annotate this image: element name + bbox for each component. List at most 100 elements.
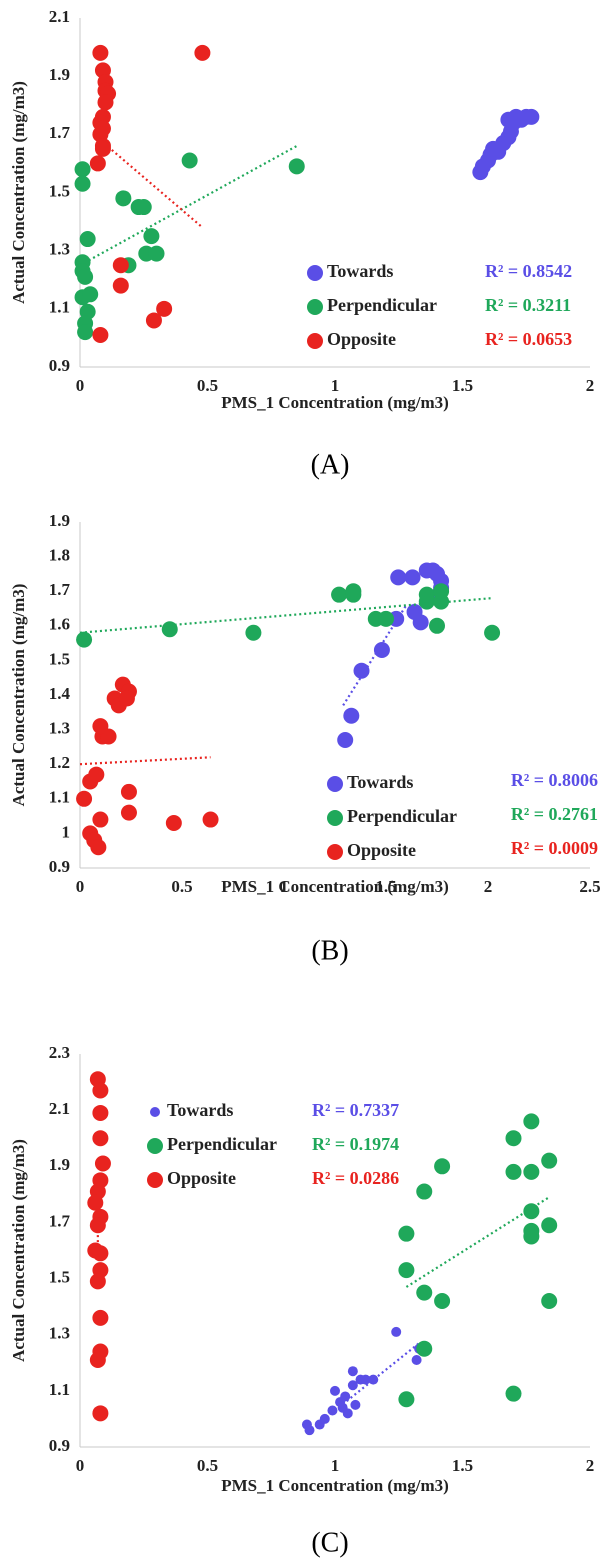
point: [120, 804, 137, 821]
y-tick-label: 1.7: [49, 580, 71, 599]
point: [89, 1217, 106, 1234]
point: [484, 624, 501, 641]
point: [353, 662, 370, 679]
point: [92, 1245, 109, 1262]
point: [92, 1309, 109, 1326]
panel-label: (C): [311, 1527, 348, 1558]
legend-marker: [307, 333, 323, 349]
point: [74, 161, 91, 178]
panel-label: (B): [311, 935, 348, 966]
point: [89, 155, 106, 172]
x-tick-label: 0.5: [171, 877, 192, 896]
point: [373, 642, 390, 659]
x-tick-label: 2: [586, 376, 595, 395]
legend-marker: [327, 844, 343, 860]
x-tick-label: 0: [76, 877, 85, 896]
r2-label: R² = 0.0286: [312, 1168, 399, 1188]
point: [523, 108, 540, 125]
point: [288, 158, 305, 175]
point: [92, 327, 109, 344]
point: [97, 94, 114, 111]
point: [412, 614, 429, 631]
point: [92, 811, 109, 828]
r2-label: R² = 0.3211: [485, 295, 571, 315]
point: [143, 228, 160, 245]
r2-label: R² = 0.7337: [312, 1100, 399, 1120]
legend-label: Opposite: [327, 329, 396, 349]
point: [92, 1082, 109, 1099]
r2-label: R² = 0.8542: [485, 261, 572, 281]
r2-label: R² = 0.0009: [511, 838, 598, 858]
point: [398, 1262, 415, 1279]
point: [505, 1385, 522, 1402]
y-tick-label: 2.1: [49, 7, 70, 26]
x-tick-label: 0.5: [197, 1456, 218, 1475]
point: [74, 175, 91, 192]
point: [330, 1385, 340, 1396]
point: [541, 1152, 558, 1169]
x-axis-label: PMS_1 Concentration (mg/m3): [221, 1476, 449, 1495]
point: [416, 1284, 433, 1301]
point: [92, 718, 109, 735]
y-axis-label: Actual Concentration (mg/m3): [9, 1139, 28, 1362]
point: [327, 1405, 338, 1416]
point: [145, 312, 162, 329]
panel-label: (A): [311, 449, 350, 480]
legend-marker: [327, 810, 343, 826]
point: [404, 569, 421, 586]
point: [343, 707, 360, 724]
r2-label: R² = 0.2761: [511, 804, 598, 824]
point: [411, 1354, 422, 1365]
y-tick-label: 1.1: [49, 788, 70, 807]
point: [523, 1113, 540, 1130]
r2-label: R² = 0.0653: [485, 329, 572, 349]
x-tick-label: 2.5: [579, 877, 600, 896]
y-axis-label: Actual Concentration (mg/m3): [9, 81, 28, 304]
x-tick-label: 2: [484, 877, 493, 896]
point: [148, 245, 165, 262]
point: [541, 1293, 558, 1310]
point: [541, 1217, 558, 1234]
point: [165, 815, 182, 832]
point: [390, 569, 407, 586]
point: [87, 1194, 104, 1211]
y-tick-label: 1.5: [49, 1267, 70, 1286]
y-tick-label: 1.3: [49, 1324, 70, 1343]
point: [92, 44, 109, 61]
point: [416, 1183, 433, 1200]
point: [505, 1130, 522, 1147]
legend-label: Towards: [347, 772, 413, 792]
point: [92, 1405, 109, 1422]
x-tick-label: 1.5: [452, 376, 473, 395]
y-tick-label: 0.9: [49, 857, 70, 876]
legend-label: Towards: [167, 1100, 233, 1120]
trendline: [79, 597, 493, 634]
x-axis-label: PMS_1 Concentration (mg/m3): [221, 877, 449, 896]
point: [77, 324, 94, 341]
point: [94, 140, 111, 157]
x-tick-label: 0: [76, 376, 85, 395]
y-tick-label: 1.1: [49, 298, 70, 317]
point: [304, 1425, 315, 1436]
y-tick-label: 1.7: [49, 123, 71, 142]
point: [181, 152, 198, 169]
legend-marker: [307, 265, 323, 281]
point: [245, 624, 262, 641]
point: [360, 1374, 371, 1385]
y-tick-label: 1.9: [49, 511, 70, 530]
legend-label: Perpendicular: [347, 806, 457, 826]
point: [82, 286, 99, 303]
point: [112, 277, 129, 294]
point: [76, 790, 93, 807]
point: [398, 1225, 415, 1242]
point: [368, 1374, 379, 1385]
point: [88, 766, 105, 783]
point: [89, 1273, 106, 1290]
legend-marker: [327, 776, 343, 792]
trendline: [79, 145, 298, 267]
point: [434, 1293, 451, 1310]
point: [523, 1163, 540, 1180]
y-tick-label: 1.7: [49, 1211, 71, 1230]
y-tick-label: 1.4: [49, 684, 71, 703]
x-tick-label: 1: [331, 1456, 340, 1475]
